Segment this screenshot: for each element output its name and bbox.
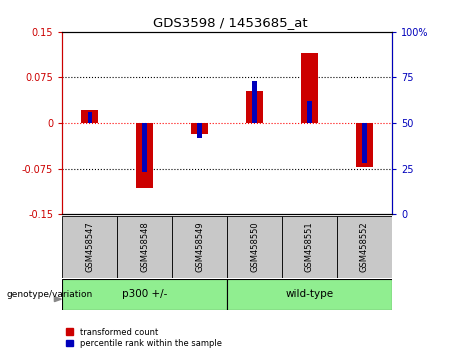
Bar <box>301 53 318 123</box>
Bar <box>197 123 202 138</box>
Bar <box>362 123 366 163</box>
Bar <box>282 216 337 278</box>
Bar <box>307 101 312 123</box>
Text: GSM458547: GSM458547 <box>85 221 94 272</box>
Bar <box>356 123 372 167</box>
Text: GSM458549: GSM458549 <box>195 221 204 272</box>
Bar <box>252 81 257 123</box>
Text: GDS3598 / 1453685_at: GDS3598 / 1453685_at <box>153 16 308 29</box>
Bar <box>191 123 208 134</box>
Bar <box>88 112 92 123</box>
Bar <box>136 123 153 188</box>
Text: GSM458548: GSM458548 <box>140 221 149 272</box>
Bar <box>337 216 392 278</box>
Legend: transformed count, percentile rank within the sample: transformed count, percentile rank withi… <box>66 327 222 348</box>
Text: wild-type: wild-type <box>285 289 333 299</box>
Bar <box>227 279 392 310</box>
Bar <box>82 110 98 123</box>
Bar <box>142 123 147 172</box>
Text: p300 +/-: p300 +/- <box>122 289 167 299</box>
Text: GSM458552: GSM458552 <box>360 221 369 272</box>
Bar <box>62 279 227 310</box>
Text: genotype/variation: genotype/variation <box>7 290 93 299</box>
Text: GSM458550: GSM458550 <box>250 221 259 272</box>
Bar <box>227 216 282 278</box>
Bar <box>246 91 263 123</box>
Bar <box>117 216 172 278</box>
Polygon shape <box>54 297 61 302</box>
Text: GSM458551: GSM458551 <box>305 221 314 272</box>
Bar <box>62 216 117 278</box>
Bar <box>172 216 227 278</box>
